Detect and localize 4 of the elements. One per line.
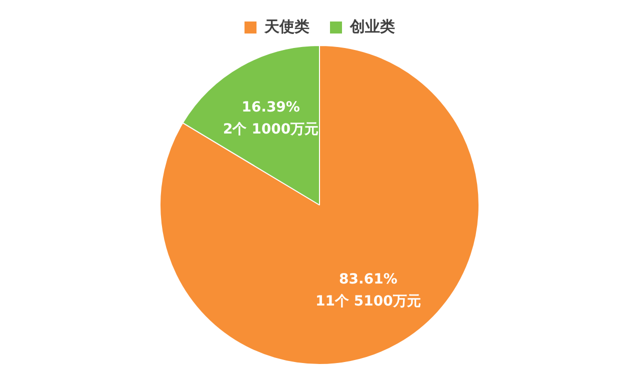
legend-label: 天使类	[264, 17, 310, 36]
data-label: 16.39% 2个 1000万元	[223, 100, 319, 138]
data-label: 83.61% 11个 5100万元	[316, 272, 421, 310]
legend-label: 创业类	[349, 17, 395, 36]
